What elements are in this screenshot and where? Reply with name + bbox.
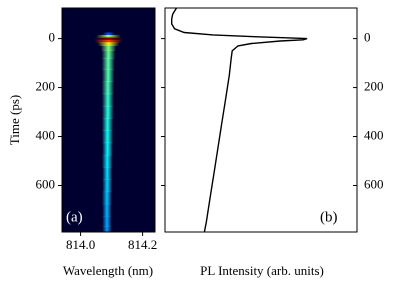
streak-segment [101,50,116,59]
streak-segment [102,179,113,193]
streak-segment [101,69,115,82]
streak-segment [102,216,112,227]
y-tick-label: 400 [364,128,384,143]
streak-segment [102,226,112,232]
pl-curve [171,8,308,232]
y-tick-label: 200 [36,79,56,94]
y-tick-label: 600 [364,176,384,191]
streak-segment [101,105,114,119]
streak-segment [102,142,113,156]
streak-segment [101,58,115,70]
panel-label: (b) [320,209,338,225]
streak-segment [100,45,117,51]
streak-segment [96,34,121,38]
y-tick-label: 200 [364,79,384,94]
x-axis-label: Wavelength (nm) [63,263,153,278]
x-tick-label: 814.0 [66,237,95,252]
x-axis-label: PL Intensity (arb. units) [200,263,324,278]
streak-segment [93,37,124,41]
y-axis-label: Time (ps) [7,95,22,145]
streak-segment [101,130,114,144]
streak-segment [101,191,112,205]
panel-frame [164,7,358,233]
streak-segment [101,118,114,131]
x-tick-label: 814.2 [128,237,157,252]
y-tick-label: 0 [364,30,371,45]
y-tick-label: 400 [36,128,56,143]
streak-segment [94,39,123,43]
y-tick-label: 0 [49,30,56,45]
streak-segment [102,203,112,217]
plot-area [171,8,308,232]
streak-segment [102,167,113,180]
plot-area [62,8,155,232]
streak-segment [97,42,120,46]
y-tick-label: 600 [36,176,56,191]
streak-segment [101,81,115,95]
streak-segment [102,32,115,36]
panel-label: (a) [66,209,83,225]
streak-segment [101,93,114,107]
streak-segment [101,154,113,168]
panel-frame [61,7,156,233]
